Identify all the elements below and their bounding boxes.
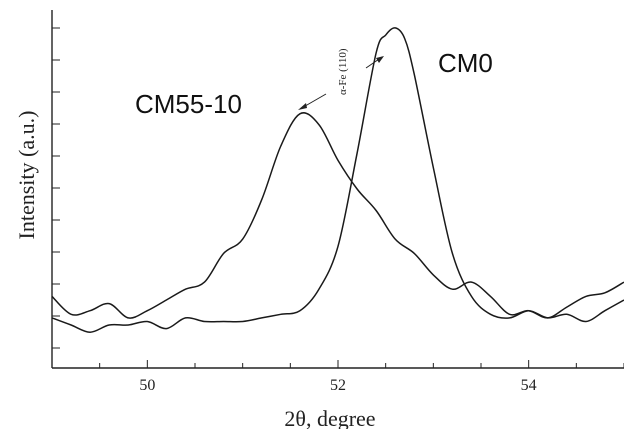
x-tick-label-54: 54 (521, 377, 537, 394)
annotation-alpha-fe-110: α-Fe (110) (337, 48, 349, 95)
x-axis-ticks (99, 360, 624, 368)
x-axis-label: 2θ, degree (284, 406, 375, 429)
y-axis-ticks (52, 27, 60, 349)
x-tick-label-52: 52 (330, 377, 346, 394)
series-line-cm55-10 (51, 112, 624, 319)
annotation-arrow-left (298, 93, 327, 110)
series-lines (51, 27, 624, 333)
annotation-arrow-right (365, 56, 384, 69)
series-label-cm0: CM0 (438, 48, 493, 78)
series-line-cm0 (51, 27, 624, 333)
x-tick-label-50: 50 (139, 377, 155, 394)
y-axis-label: Intensity (a.u.) (14, 111, 39, 240)
series-label-cm55-10: CM55-10 (135, 89, 242, 119)
